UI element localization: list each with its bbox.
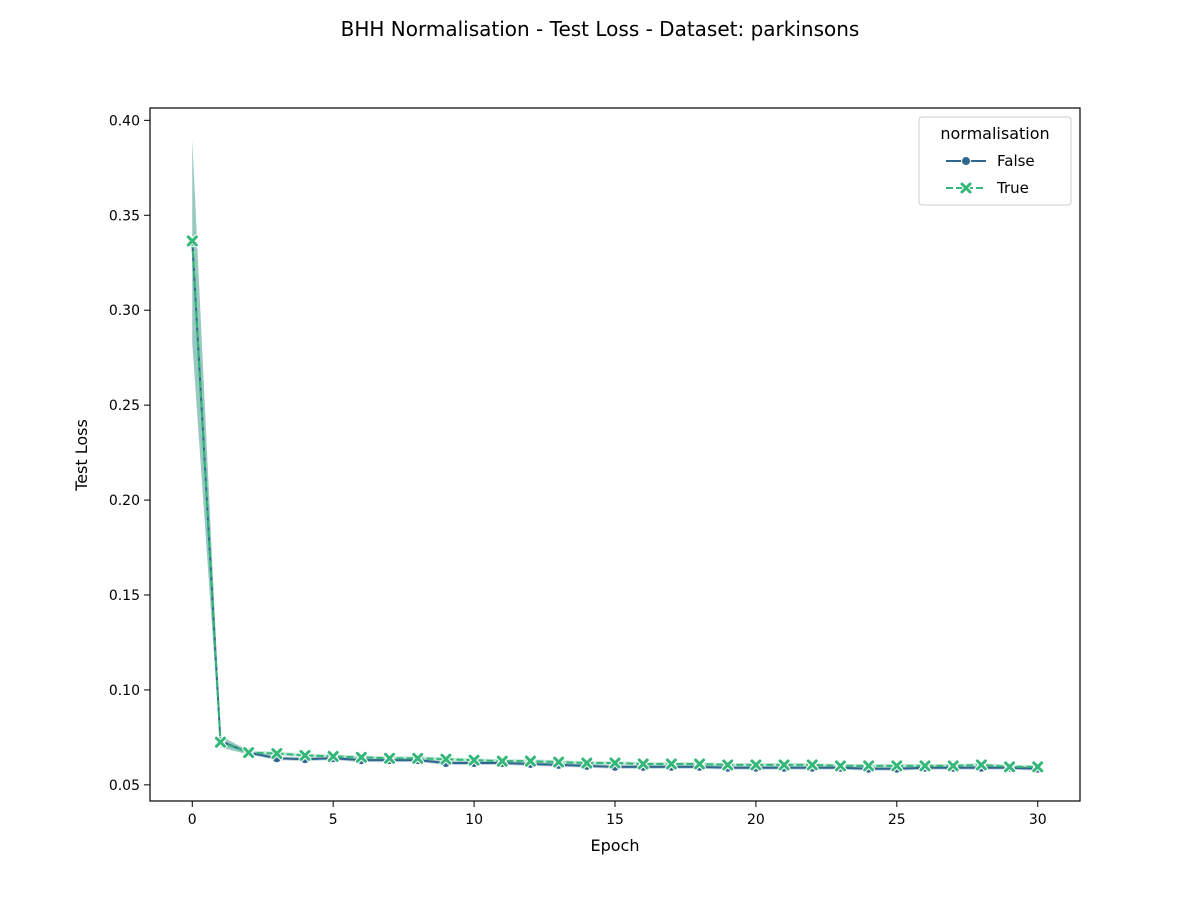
data-point-true: [411, 751, 425, 765]
data-point-true: [383, 751, 397, 765]
data-point-true: [862, 759, 876, 773]
legend-label: True: [996, 179, 1029, 197]
data-point-true: [777, 758, 791, 772]
x-tick-label: 0: [188, 812, 197, 828]
legend-entry-true: True: [946, 179, 1029, 197]
x-tick-label: 15: [606, 812, 624, 828]
data-point-true: [523, 754, 537, 768]
y-tick-label: 0.30: [109, 303, 140, 319]
series-line-true: [191, 240, 1038, 768]
data-point-true: [467, 753, 481, 767]
legend-title: normalisation: [940, 124, 1049, 143]
data-point-true: [185, 234, 199, 248]
y-tick-label: 0.20: [109, 493, 140, 509]
y-tick-label: 0.05: [109, 778, 140, 794]
legend: normalisation False True: [918, 116, 1072, 206]
data-point-true: [693, 757, 707, 771]
y-axis-label: Test Loss: [72, 419, 91, 492]
data-point-true: [636, 757, 650, 771]
data-point-true: [439, 752, 453, 766]
data-point-true: [974, 758, 988, 772]
data-point-true: [298, 748, 312, 762]
data-point-true: [213, 735, 227, 749]
data-point-true: [805, 758, 819, 772]
y-axis: 0.05 0.10 0.15 0.20 0.25 0.30 0.35 0.40: [109, 113, 150, 794]
chart-title: BHH Normalisation - Test Loss - Dataset:…: [341, 17, 860, 41]
data-point-true: [1003, 760, 1017, 774]
data-point-true: [749, 758, 763, 772]
x-tick-label: 5: [329, 812, 338, 828]
y-tick-label: 0.35: [109, 208, 140, 224]
data-point-true: [946, 759, 960, 773]
data-point-true: [721, 758, 735, 772]
data-point-true: [608, 756, 622, 770]
data-point-true: [833, 759, 847, 773]
x-tick-label: 25: [888, 812, 906, 828]
series-line-false: [191, 241, 1038, 770]
plot-area: [185, 139, 1045, 774]
x-tick-label: 30: [1029, 812, 1047, 828]
data-point-true: [918, 759, 932, 773]
data-point-true: [242, 746, 256, 760]
legend-box: [918, 116, 1072, 206]
data-point-true: [495, 754, 509, 768]
ci-band-false: [192, 139, 1038, 771]
y-tick-label: 0.40: [109, 113, 140, 129]
x-axis: 0 5 10 15 20 25 30: [188, 801, 1047, 828]
data-point-true: [270, 747, 284, 761]
legend-label: False: [997, 152, 1035, 170]
x-tick-label: 10: [465, 812, 483, 828]
legend-entry-false: False: [946, 152, 1035, 170]
data-point-true: [1031, 760, 1045, 774]
data-point-true: [326, 749, 340, 763]
data-point-true: [664, 757, 678, 771]
data-point-true: [552, 755, 566, 769]
x-tick-label: 20: [747, 812, 765, 828]
data-point-true: [354, 750, 368, 764]
ci-band-true: [192, 141, 1038, 769]
y-tick-label: 0.15: [109, 588, 140, 604]
data-point-true: [580, 756, 594, 770]
y-tick-label: 0.25: [109, 398, 140, 414]
axes-frame: [149, 107, 1081, 802]
x-axis-label: Epoch: [591, 836, 640, 855]
y-tick-label: 0.10: [109, 683, 140, 699]
data-point-true: [890, 759, 904, 773]
